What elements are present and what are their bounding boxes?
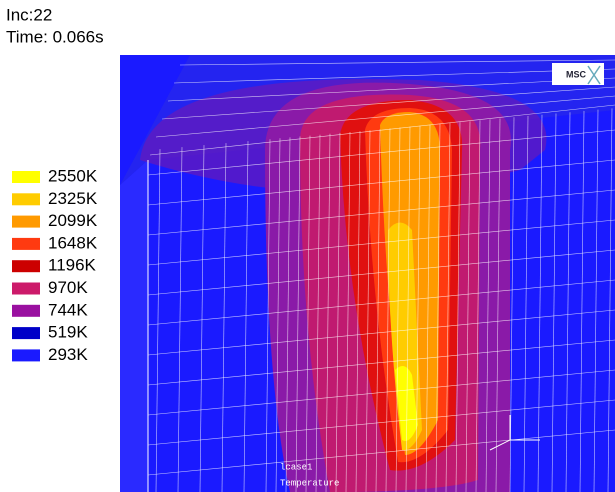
legend-label: 293K — [48, 345, 88, 364]
legend-label: 2550K — [48, 166, 98, 185]
legend-swatch — [12, 349, 40, 361]
side-face — [120, 160, 148, 492]
increment: Inc:22 — [6, 5, 52, 24]
legend-swatch — [12, 238, 40, 250]
legend-label: 1648K — [48, 233, 98, 252]
time: Time: 0.066s — [6, 27, 104, 46]
logo: MSC — [566, 69, 587, 79]
legend-label: 2325K — [48, 189, 98, 208]
legend-swatch — [12, 216, 40, 228]
scene: Inc:22 Time: 0.066s MSC lcase1 Temperatu… — [0, 0, 615, 492]
legend-label: 2099K — [48, 211, 98, 230]
viewport: MSC lcase1 Temperature — [120, 55, 615, 492]
legend-swatch — [12, 260, 40, 272]
legend-label: 1196K — [48, 256, 97, 275]
legend-swatch — [12, 171, 40, 183]
page: Inc:22 Time: 0.066s MSC lcase1 Temperatu… — [0, 0, 615, 492]
legend-label: 519K — [48, 323, 88, 342]
legend-label: 744K — [48, 300, 88, 319]
legend-swatch — [12, 193, 40, 205]
legend-swatch — [12, 305, 40, 317]
legend-swatch — [12, 327, 40, 339]
case-label: lcase1 — [280, 462, 312, 472]
legend-label: 970K — [48, 278, 88, 297]
variable-label: Temperature — [280, 478, 339, 488]
legend-swatch — [12, 283, 40, 295]
legend: 2550K 2325K 2099K 1648K 1196K 970K 744K 519K 293… — [12, 166, 98, 363]
